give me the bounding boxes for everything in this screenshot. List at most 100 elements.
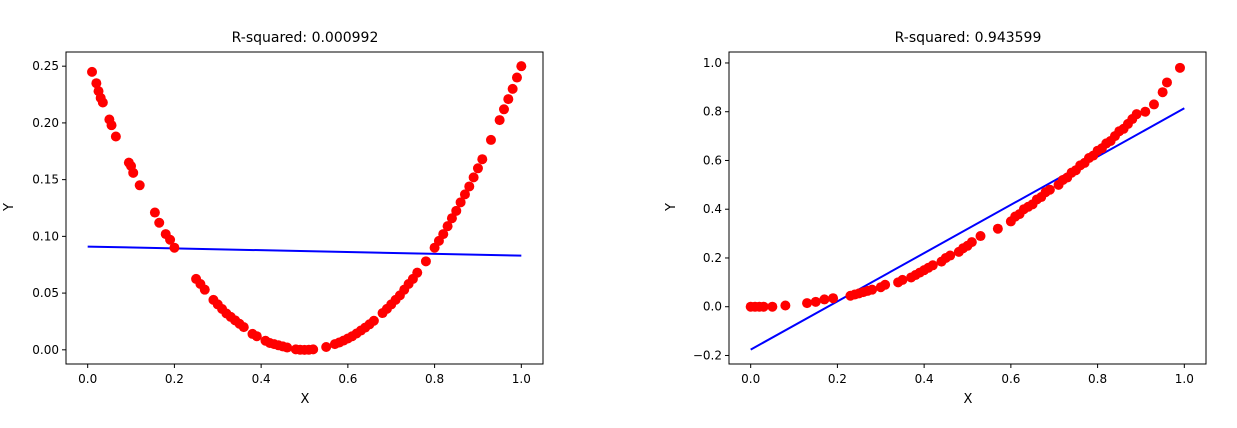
chart-right: R-squared: 0.943599 X Y 0.0 0.2 0.4 0.6 0.8 1… [664, 30, 1207, 407]
chart-right-point [758, 301, 769, 312]
chart-left-point [451, 205, 462, 216]
chart-left-point [165, 234, 176, 245]
chart-left-point [516, 61, 527, 72]
chart-right-ytick-label: 1.0 [703, 56, 722, 70]
chart-right-ytick-label: 0.0 [703, 300, 722, 314]
chart-right-point [1044, 184, 1055, 195]
chart-left-point [91, 78, 102, 89]
chart-left-ytick-label: 0.10 [32, 229, 59, 243]
chart-right-point [1161, 77, 1172, 88]
chart-right-ylabel: Y [664, 203, 679, 212]
chart-left-xtick-label: 0.8 [425, 372, 444, 386]
chart-left-ytick-label: 0.05 [32, 286, 59, 300]
chart-right-ytick-label: 0.4 [703, 202, 722, 216]
chart-left-point [368, 315, 379, 326]
chart-right-xtick-label: 0.4 [915, 372, 934, 386]
chart-left-ylabel: Y [2, 203, 17, 212]
chart-right-point [966, 237, 977, 248]
chart-left-point [282, 342, 293, 353]
chart-left-frame [65, 51, 544, 365]
chart-right-frame [728, 51, 1207, 365]
chart-right-fit-line [750, 107, 1185, 351]
chart-right-point [975, 231, 986, 242]
chart-right-ytick-label: −0.2 [693, 348, 722, 362]
chart-right-xtick-label: 0.0 [741, 372, 760, 386]
chart-left-point [251, 331, 262, 342]
chart-left-ytick-label: 0.25 [32, 59, 59, 73]
chart-right-point [880, 279, 891, 290]
chart-left-point [446, 213, 457, 224]
chart-left-ytick-label: 0.00 [32, 343, 59, 357]
chart-right-point [828, 293, 839, 304]
chart-right-ytick-label: 0.6 [703, 153, 722, 167]
chart-left-point [477, 154, 488, 165]
chart-left-point [507, 83, 518, 94]
chart-right-point [819, 294, 830, 305]
chart-left-ytick-label: 0.15 [32, 173, 59, 187]
chart-right-point [927, 260, 938, 271]
chart-right-point [1148, 99, 1159, 110]
chart-right-title: R-squared: 0.943599 [895, 30, 1042, 46]
chart-right-regression-line [750, 107, 1185, 351]
chart-left-point [199, 284, 210, 295]
chart-left-ticks: 0.0 0.2 0.4 0.6 0.8 1.0 0.00 0.05 0.10 0.15 0.20 0.… [32, 59, 531, 386]
chart-left-point [455, 197, 466, 208]
chart-left-point [494, 115, 505, 126]
chart-left-xtick-label: 0.6 [338, 372, 357, 386]
chart-left-point [321, 341, 332, 352]
chart-right-point [992, 223, 1003, 234]
chart-left-point [459, 189, 470, 200]
chart-left-point [134, 180, 145, 191]
chart-left-point [308, 344, 319, 355]
chart-left-xlabel: X [301, 392, 310, 407]
chart-right-point [810, 296, 821, 307]
chart-right-point [1157, 87, 1168, 98]
chart-left-xtick-label: 0.0 [78, 372, 97, 386]
chart-right-xlabel: X [964, 392, 973, 407]
chart-left-xtick-label: 1.0 [512, 372, 531, 386]
chart-left-point [468, 172, 479, 183]
chart-right-xtick-label: 0.6 [1001, 372, 1020, 386]
chart-left-point [472, 163, 483, 174]
chart-left-point [169, 242, 180, 253]
chart-left-point [412, 267, 423, 278]
chart-left-xtick-label: 0.4 [252, 372, 271, 386]
chart-left-point [503, 94, 514, 105]
chart-left-regression-line [87, 245, 522, 257]
chart-left-point [87, 66, 98, 77]
chart-right-xtick-label: 0.2 [828, 372, 847, 386]
chart-right-point [945, 250, 956, 261]
chart-right-point [867, 284, 878, 295]
chart-right-point [897, 274, 908, 285]
chart-right-point [1140, 106, 1151, 117]
chart-left-point [511, 72, 522, 83]
chart-right-ytick-label: 0.2 [703, 251, 722, 265]
chart-left-point [442, 221, 453, 232]
chart-right-xtick-label: 1.0 [1175, 372, 1194, 386]
chart-left-fit-line [87, 245, 522, 257]
chart-left-point [110, 131, 121, 142]
chart-left-point [485, 134, 496, 145]
chart-right-points [745, 62, 1185, 312]
chart-left-points [87, 61, 527, 355]
chart-left-point [154, 217, 165, 228]
chart-left-xtick-label: 0.2 [165, 372, 184, 386]
chart-left-point [498, 104, 509, 115]
chart-right-point [1174, 62, 1185, 73]
chart-right-point [1131, 109, 1142, 120]
chart-right-point [780, 300, 791, 311]
chart-right-point [802, 298, 813, 309]
chart-left-ytick-label: 0.20 [32, 116, 59, 130]
chart-left-point [438, 229, 449, 240]
chart-left-point [238, 322, 249, 333]
chart-right-xtick-label: 0.8 [1088, 372, 1107, 386]
chart-left: R-squared: 0.000992 X Y 0.0 0.2 0.4 0.6 0.8 1… [2, 30, 544, 407]
chart-left-point [420, 256, 431, 267]
chart-right-ticks: 0.0 0.2 0.4 0.6 0.8 1.0 −0.2 0.0 0.2 0.4 0.6 0.8 1.0 [693, 56, 1194, 386]
chart-right-point [767, 301, 778, 312]
chart-left-point [149, 207, 160, 218]
chart-left-point [464, 181, 475, 192]
chart-right-ytick-label: 0.8 [703, 105, 722, 119]
chart-left-title: R-squared: 0.000992 [232, 30, 379, 46]
